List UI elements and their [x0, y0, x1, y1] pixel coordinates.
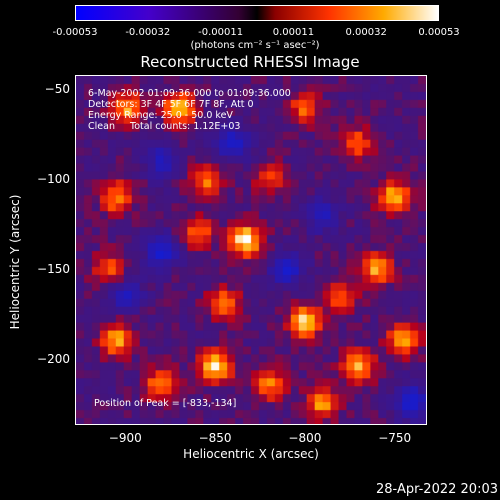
annotation-clean: Clean Total counts: 1.12E+03: [88, 121, 241, 132]
y-tick-label: −100: [37, 172, 70, 187]
y-tick-label: −200: [37, 351, 70, 366]
colorbar-tick-label: -0.00011: [198, 27, 244, 38]
colorbar-tick-label: -0.00032: [125, 27, 171, 38]
x-tick-label: −850: [198, 431, 232, 445]
y-tick-label: −50: [44, 82, 70, 97]
x-tick-label: −900: [108, 431, 142, 445]
colorbar-tick-label: -0.00053: [52, 27, 98, 38]
heatmap-image: [76, 76, 426, 424]
timestamp: 28-Apr-2022 20:03: [376, 482, 498, 497]
colorbar: [75, 5, 439, 21]
annotation-time-range: 6-May-2002 01:09:36.000 to 01:09:36.000: [88, 88, 291, 99]
plot-area: 6-May-2002 01:09:36.000 to 01:09:36.000 …: [75, 75, 427, 425]
annotation-detectors: Detectors: 3F 4F 5F 6F 7F 8F, Att 0: [88, 99, 254, 110]
chart-title: Reconstructed RHESSI Image: [140, 53, 360, 71]
colorbar-tick-label: 0.00011: [272, 27, 315, 38]
annotation-peak-position: Position of Peak = [-833,-134]: [94, 398, 237, 409]
x-axis-label: Heliocentric X (arcsec): [183, 447, 319, 461]
colorbar-tick-label: 0.00053: [418, 27, 460, 38]
x-tick-label: −750: [378, 431, 412, 445]
colorbar-unit-label: (photons cm⁻² s⁻¹ asec⁻²): [190, 40, 320, 51]
y-tick-label: −150: [37, 261, 70, 276]
x-tick-label: −800: [288, 431, 322, 445]
colorbar-tick-label: 0.00032: [345, 27, 387, 38]
annotation-energy: Energy Range: 25.0 - 50.0 keV: [88, 110, 233, 121]
y-axis-label: Heliocentric Y (arcsec): [8, 194, 22, 330]
